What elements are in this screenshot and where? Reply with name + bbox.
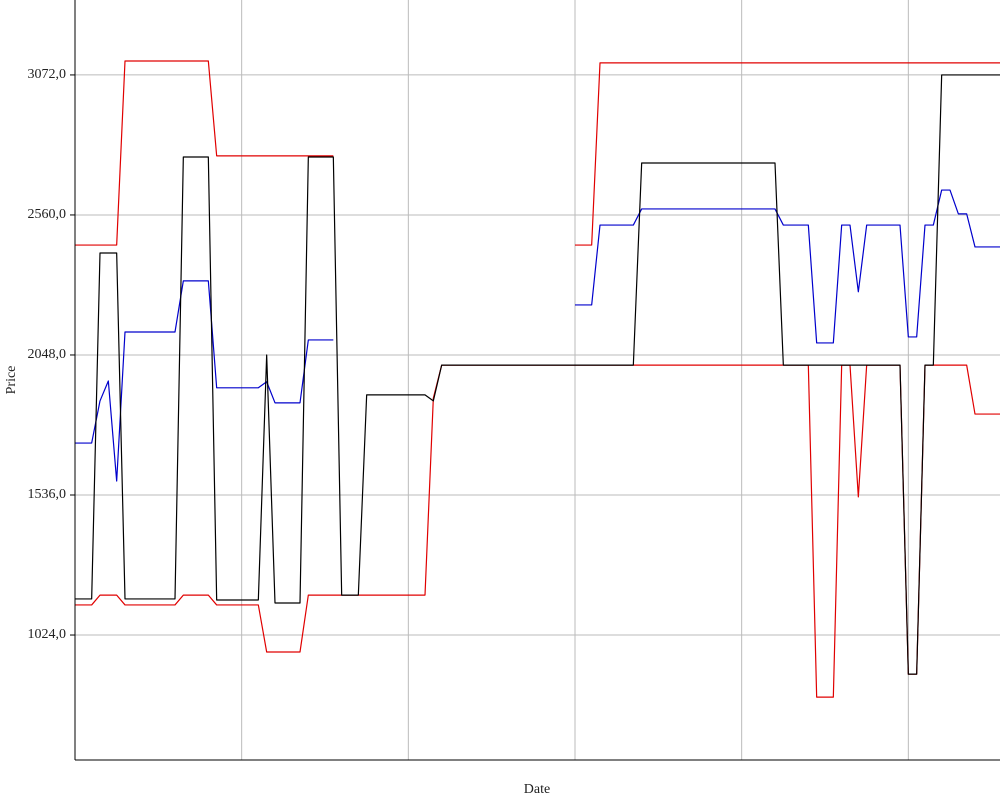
price-line <box>75 60 334 246</box>
price-line <box>575 189 1000 344</box>
price-line <box>575 62 1000 246</box>
y-tick-label: 1536,0 <box>28 487 67 502</box>
y-tick-label: 2560,0 <box>28 207 67 222</box>
price-line <box>75 74 1000 675</box>
y-tick-label: 2048,0 <box>28 347 67 362</box>
y-axis-label: Price <box>4 366 19 395</box>
price-line <box>75 280 334 482</box>
x-axis-label: Date <box>524 782 550 797</box>
y-tick-label: 3072,0 <box>28 67 67 82</box>
y-tick-label: 1024,0 <box>28 627 67 642</box>
